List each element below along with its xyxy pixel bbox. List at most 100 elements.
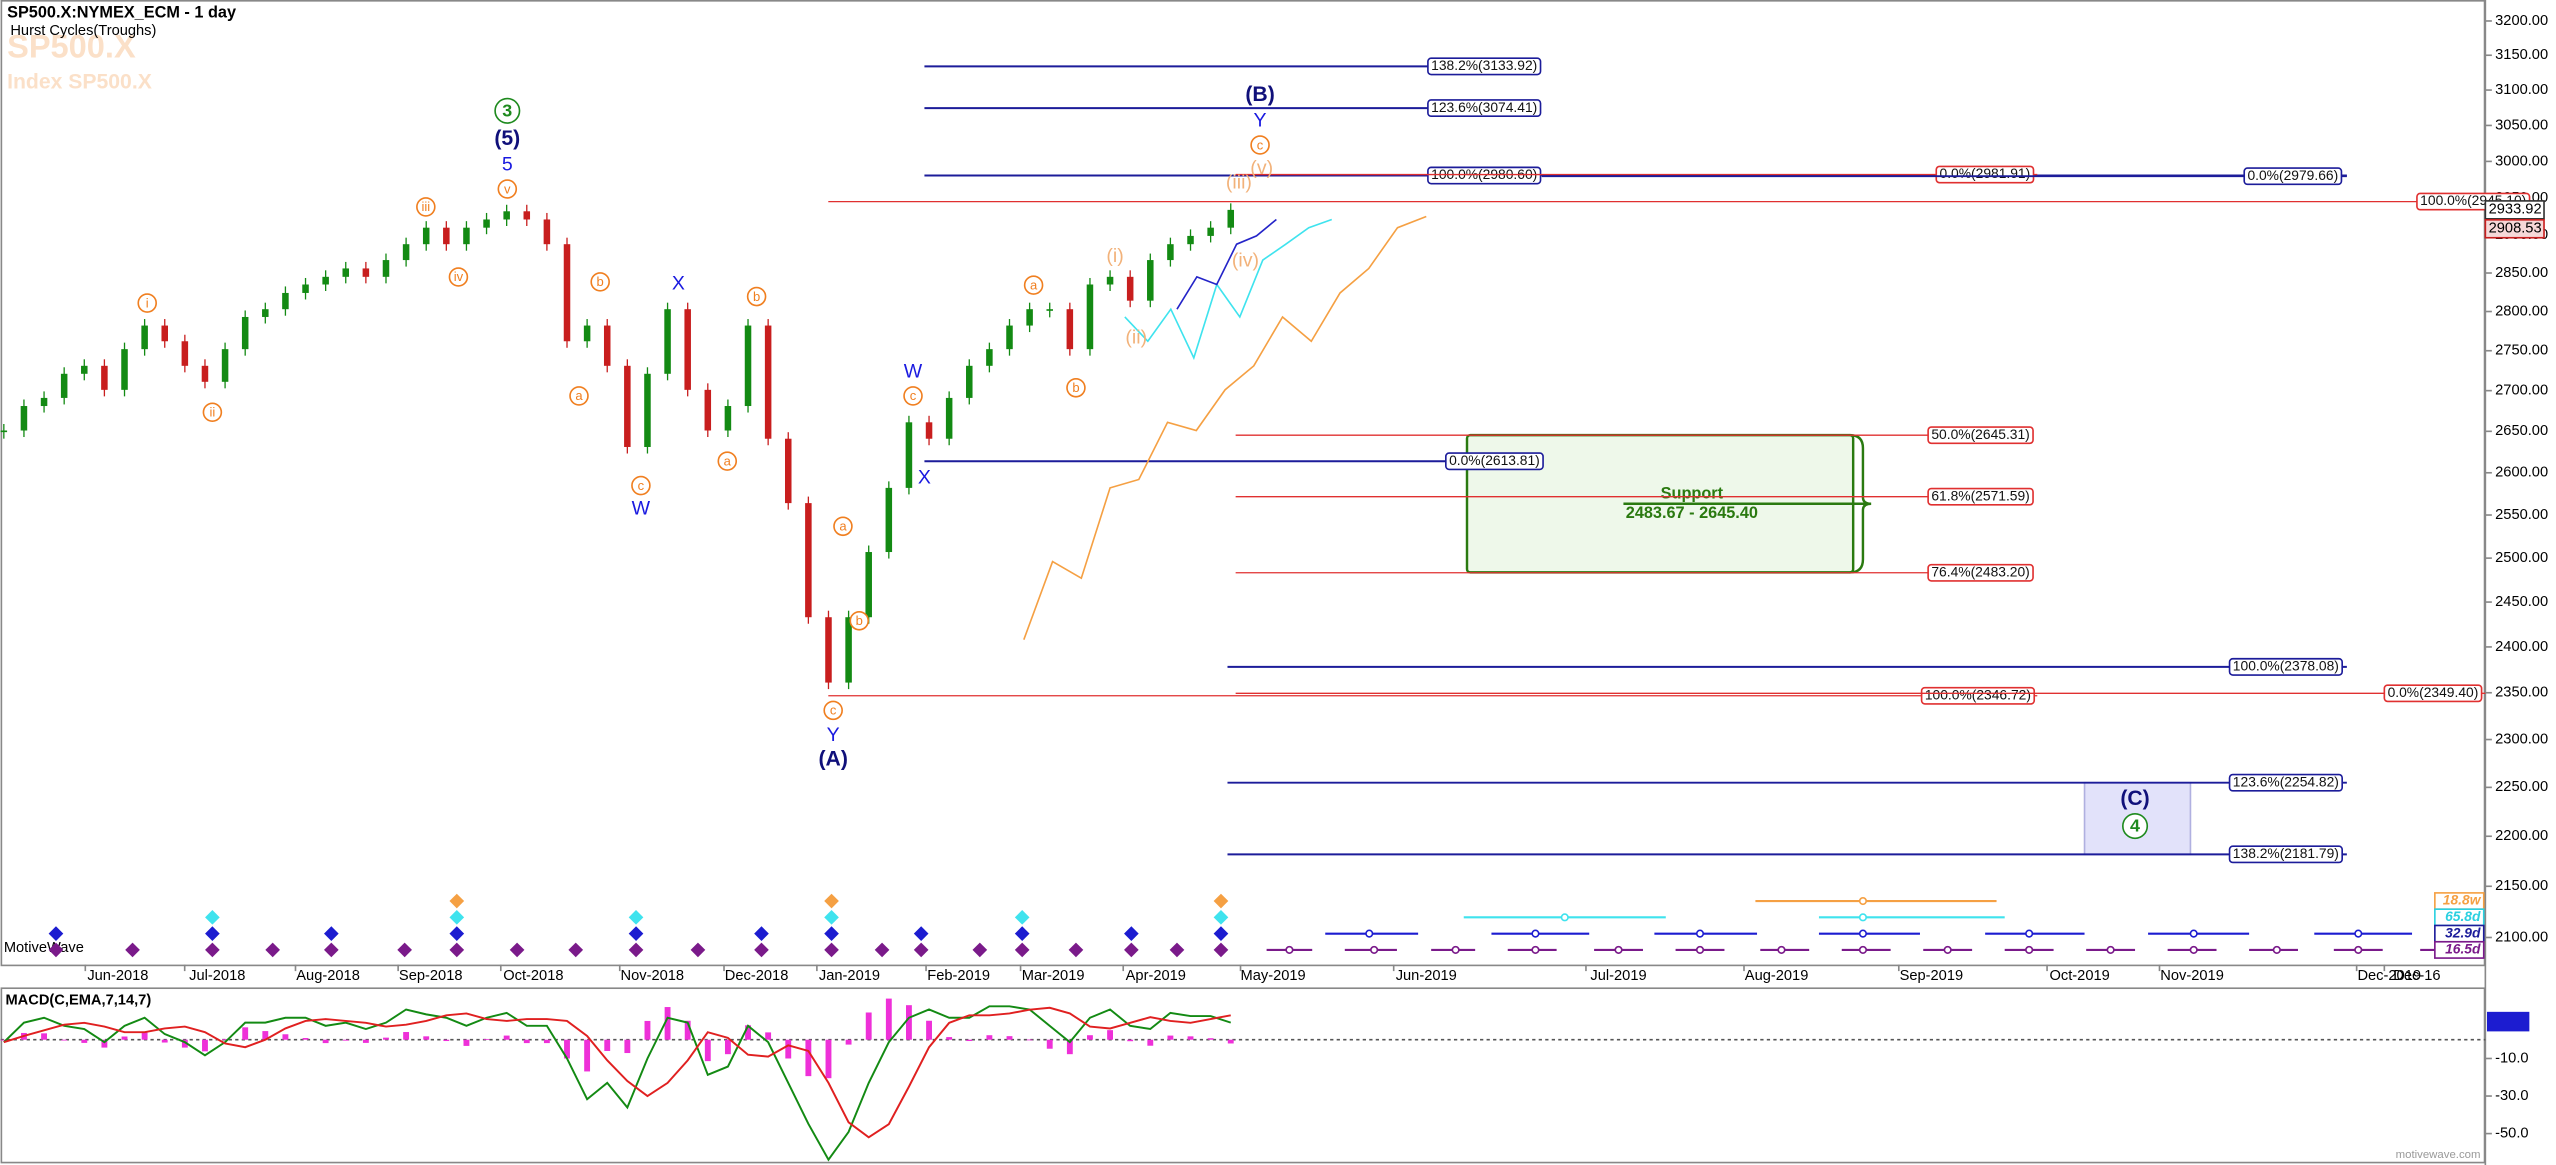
fib-label-box <box>2228 773 2343 792</box>
cycle-diamond <box>1014 910 1030 925</box>
candle <box>845 617 852 683</box>
cycle-diamond <box>449 893 465 909</box>
histogram-bar <box>865 1012 872 1040</box>
fib-label-box <box>1427 57 1542 76</box>
histogram-bar <box>362 1039 369 1043</box>
cycle-diamond <box>205 942 220 958</box>
candle <box>342 268 350 277</box>
candle <box>603 325 611 366</box>
cycle-diamond <box>125 942 140 958</box>
candle <box>523 211 531 220</box>
wave-label: 5 <box>502 154 513 176</box>
candle <box>784 438 792 504</box>
y-tick-label: 2300.00 <box>2495 731 2548 747</box>
wave-label: a <box>575 388 583 403</box>
candle <box>1026 309 1033 326</box>
candle <box>161 325 168 342</box>
wave-circle <box>416 197 436 217</box>
candle <box>1066 309 1074 350</box>
wave-label: iii <box>421 199 430 214</box>
fib-label: 138.2%(3133.92) <box>1431 57 1537 73</box>
wave-label: 3 <box>502 100 512 120</box>
wave-circle <box>746 286 767 307</box>
wave-label: Y <box>1254 110 1267 132</box>
candle <box>422 227 430 245</box>
cycle-point <box>2272 945 2281 954</box>
cycle-point <box>2189 945 2198 954</box>
price-tag <box>2484 219 2545 239</box>
candle <box>463 227 470 245</box>
projection-line <box>1124 218 1333 361</box>
macd-value-tag <box>2486 1011 2530 1032</box>
candle <box>744 325 752 407</box>
histogram-bar <box>624 1039 631 1054</box>
candle <box>20 406 28 431</box>
wave-label: b <box>856 613 863 628</box>
cycle-label: 32.9d <box>2445 924 2481 940</box>
x-tick-label: Oct-2019 <box>2050 968 2110 984</box>
y-tick-label: -30.0 <box>2495 1088 2528 1104</box>
cycle-point <box>1365 929 1374 938</box>
histogram-bar <box>604 1039 611 1051</box>
y-tick-label: -50.0 <box>2495 1125 2528 1141</box>
price-tag-label: 2908.53 <box>2489 221 2542 237</box>
cycle-diamond <box>824 910 839 925</box>
histogram-bar <box>1026 1039 1033 1041</box>
histogram-bar <box>1046 1039 1053 1049</box>
candle <box>141 325 148 350</box>
histogram-bar <box>383 1037 389 1040</box>
cycle-diamond <box>1124 926 1139 941</box>
candle <box>1046 309 1053 311</box>
cycle-point <box>2189 929 2198 938</box>
histogram-bar <box>885 998 892 1040</box>
x-tick-label: Aug-2018 <box>296 968 360 984</box>
wave-circle <box>717 451 738 471</box>
signal-line <box>3 1006 1231 1139</box>
candle <box>503 211 510 220</box>
fib-label-box <box>2228 845 2343 864</box>
candle <box>0 430 8 433</box>
fib-label: 0.0%(2981.91) <box>1940 165 2031 181</box>
candle <box>181 341 189 366</box>
candle <box>805 503 812 618</box>
histogram-bar <box>644 1020 651 1040</box>
cycle-point <box>1858 929 1868 938</box>
x-tick-label: Dec-16 <box>2393 968 2440 984</box>
histogram-bar <box>181 1039 188 1048</box>
cycle-diamond <box>509 942 525 958</box>
support-label: Support <box>1661 484 1724 502</box>
histogram-bar <box>503 1035 510 1040</box>
fib-label-box <box>1427 99 1542 118</box>
candle <box>40 397 48 407</box>
projection-line <box>1023 215 1427 640</box>
candle <box>865 552 872 618</box>
fib-label: 138.2%(2181.79) <box>2233 845 2339 861</box>
y-tick-label: 3150.00 <box>2495 47 2548 63</box>
candle <box>583 325 591 342</box>
wave-label: c <box>830 703 837 718</box>
wave-circle <box>202 402 223 423</box>
cycle-diamond <box>1124 942 1139 958</box>
cycle-diamond <box>913 926 929 941</box>
histogram-bar <box>483 1038 490 1040</box>
fib-label-box <box>2383 684 2483 703</box>
wave-label: c <box>910 388 917 403</box>
wave-label: (5) <box>494 127 520 150</box>
y-tick-label: 2100.00 <box>2495 929 2548 945</box>
candle <box>221 349 229 382</box>
wave-circle <box>494 97 521 124</box>
histogram-bar <box>825 1039 832 1079</box>
histogram-bar <box>704 1039 711 1062</box>
fib-label: 61.8%(2571.59) <box>1931 487 2029 503</box>
histogram-bar <box>262 1031 269 1040</box>
fib-label-box <box>1445 452 1544 471</box>
fib-label: 0.0%(2979.66) <box>2247 167 2338 183</box>
wave-circle <box>448 267 469 287</box>
support-range: 2483.67 - 2645.40 <box>1626 504 1758 522</box>
y-tick-label: 3050.00 <box>2495 117 2548 133</box>
histogram-bar <box>1127 1039 1134 1042</box>
wave-label: iv <box>454 269 464 284</box>
candle <box>201 365 209 382</box>
histogram-bar <box>1087 1035 1093 1040</box>
wave-circle <box>1250 135 1270 155</box>
